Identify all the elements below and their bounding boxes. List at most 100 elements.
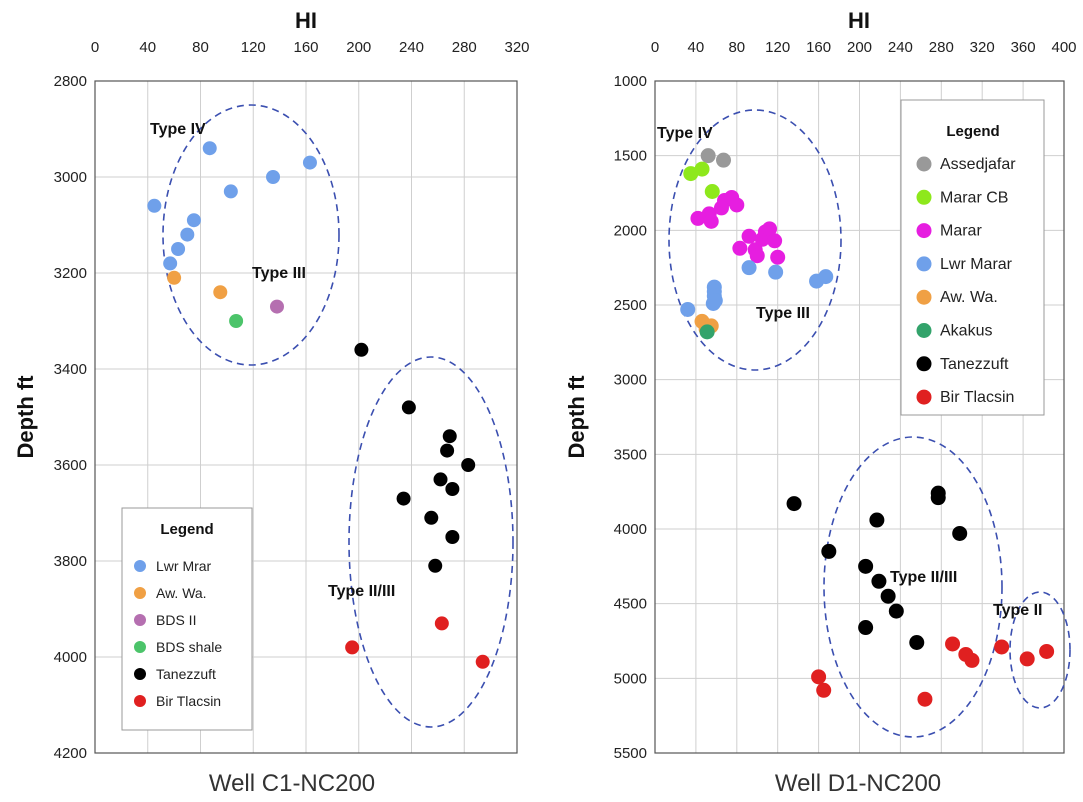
left-point-bir-tlacsin — [345, 640, 359, 654]
right-x-tick-label: 40 — [688, 39, 705, 56]
right-point-marar — [732, 241, 747, 256]
right-point-marar-cb — [695, 162, 710, 177]
left-x-tick-label: 200 — [346, 39, 371, 56]
left-legend-marker — [134, 668, 146, 680]
chart-left: 0 40 80 120 160 200 240 280 320 2800 3000 3200 3400… — [13, 8, 530, 797]
right-point-lwr-marar — [742, 260, 757, 275]
left-x-tick-label: 240 — [399, 39, 424, 56]
right-x-tick-label: 320 — [970, 39, 995, 56]
right-legend-marker — [917, 223, 932, 238]
left-legend-label: Lwr Mrar — [156, 558, 212, 574]
right-point-bir-tlacsin — [945, 636, 960, 651]
right-x-tick-label: 160 — [806, 39, 831, 56]
right-x-tick-label: 360 — [1011, 39, 1036, 56]
right-legend-label: Bir Tlacsin — [940, 389, 1014, 406]
right-y-tick-label: 3000 — [614, 372, 647, 389]
right-x-axis-title: HI — [848, 8, 870, 33]
right-x-tick-label: 120 — [765, 39, 790, 56]
right-label-type-ii-iii: Type II/III — [890, 569, 957, 586]
left-legend-label: Tanezzuft — [156, 666, 216, 682]
left-point-tanezzuft — [443, 429, 457, 443]
left-point-bir-tlacsin — [435, 616, 449, 630]
right-label-type-iv: Type IV — [657, 125, 713, 142]
right-y-tick-label: 5500 — [614, 745, 647, 762]
right-x-tick-labels: 0 40 80 120 160 200 240 280 320 360 400 — [651, 39, 1077, 56]
right-x-tick-label: 0 — [651, 39, 659, 56]
right-y-tick-label: 4500 — [614, 596, 647, 613]
left-y-axis-title: Depth ft — [13, 375, 38, 459]
left-legend-marker — [134, 695, 146, 707]
right-point-bir-tlacsin — [994, 639, 1009, 654]
right-legend-label: Marar CB — [940, 189, 1008, 206]
left-legend-marker — [134, 587, 146, 599]
right-point-marar — [770, 250, 785, 265]
right-legend-marker — [917, 290, 932, 305]
right-point-bir-tlacsin — [816, 683, 831, 698]
right-point-tanezzuft — [931, 490, 946, 505]
left-y-tick-label: 3600 — [54, 457, 87, 474]
left-y-tick-label: 3200 — [54, 265, 87, 282]
right-legend: Legend AssedjafarMarar CBMararLwr MararA… — [901, 100, 1044, 415]
right-legend-marker — [917, 190, 932, 205]
left-label-type-ii-iii: Type II/III — [328, 583, 395, 600]
left-y-tick-label: 3800 — [54, 553, 87, 570]
right-point-marar — [742, 229, 757, 244]
right-y-tick-label: 3500 — [614, 446, 647, 463]
left-point-tanezzuft — [428, 559, 442, 573]
left-label-type-iv: Type IV — [150, 121, 206, 138]
right-label-type-iii: Type III — [756, 305, 810, 322]
right-point-lwr-marar — [818, 269, 833, 284]
right-legend-label: Marar — [940, 223, 982, 240]
left-y-tick-label: 2800 — [54, 73, 87, 90]
left-point-lwr-mrar — [187, 213, 201, 227]
left-point-tanezzuft — [440, 444, 454, 458]
left-point-tanezzuft — [461, 458, 475, 472]
left-x-tick-label: 0 — [91, 39, 99, 56]
right-point-lwr-marar — [680, 302, 695, 317]
left-x-tick-label: 320 — [504, 39, 529, 56]
right-point-tanezzuft — [869, 513, 884, 528]
right-y-tick-label: 2500 — [614, 297, 647, 314]
right-legend-label: Tanezzuft — [940, 356, 1009, 373]
right-point-tanezzuft — [909, 635, 924, 650]
right-ellipse-type-ii-iii — [824, 437, 1002, 737]
right-point-akakus — [700, 324, 715, 339]
right-legend-marker — [917, 323, 932, 338]
right-y-axis-title: Depth ft — [564, 375, 589, 459]
left-x-tick-label: 80 — [192, 39, 209, 56]
right-chart-title: Well D1-NC200 — [775, 770, 941, 797]
right-point-tanezzuft — [952, 526, 967, 541]
right-point-marar — [729, 197, 744, 212]
left-point-tanezzuft — [402, 400, 416, 414]
left-legend-label: Aw. Wa. — [156, 585, 207, 601]
right-point-tanezzuft — [871, 574, 886, 589]
right-y-tick-label: 5000 — [614, 670, 647, 687]
left-point-tanezzuft — [354, 343, 368, 357]
left-point-tanezzuft — [424, 511, 438, 525]
right-legend-marker — [917, 356, 932, 371]
right-x-tick-label: 400 — [1051, 39, 1076, 56]
left-point-tanezzuft — [434, 472, 448, 486]
right-point-marar — [704, 214, 719, 229]
left-ellipse-type-ii-iii — [349, 357, 513, 727]
left-point-lwr-mrar — [266, 170, 280, 184]
left-point-lwr-mrar — [224, 184, 238, 198]
chart-right: 0 40 80 120 160 200 240 280 320 360 400 1000 1500 20… — [564, 8, 1077, 797]
left-point-lwr-mrar — [171, 242, 185, 256]
right-x-tick-label: 240 — [888, 39, 913, 56]
left-x-tick-label: 280 — [452, 39, 477, 56]
right-y-tick-label: 1000 — [614, 73, 647, 90]
right-legend-label: Assedjafar — [940, 156, 1016, 173]
left-x-tick-label: 160 — [293, 39, 318, 56]
left-point-aw-wa — [167, 271, 181, 285]
left-y-tick-labels: 2800 3000 3200 3400 3600 3800 4000 4200 — [54, 73, 87, 762]
right-point-tanezzuft — [858, 620, 873, 635]
right-point-tanezzuft — [881, 589, 896, 604]
right-x-tick-label: 200 — [847, 39, 872, 56]
right-point-tanezzuft — [889, 604, 904, 619]
left-legend-label: BDS II — [156, 612, 196, 628]
left-legend-label: Bir Tlacsin — [156, 693, 221, 709]
right-point-marar-cb — [705, 184, 720, 199]
left-point-lwr-mrar — [163, 256, 177, 270]
